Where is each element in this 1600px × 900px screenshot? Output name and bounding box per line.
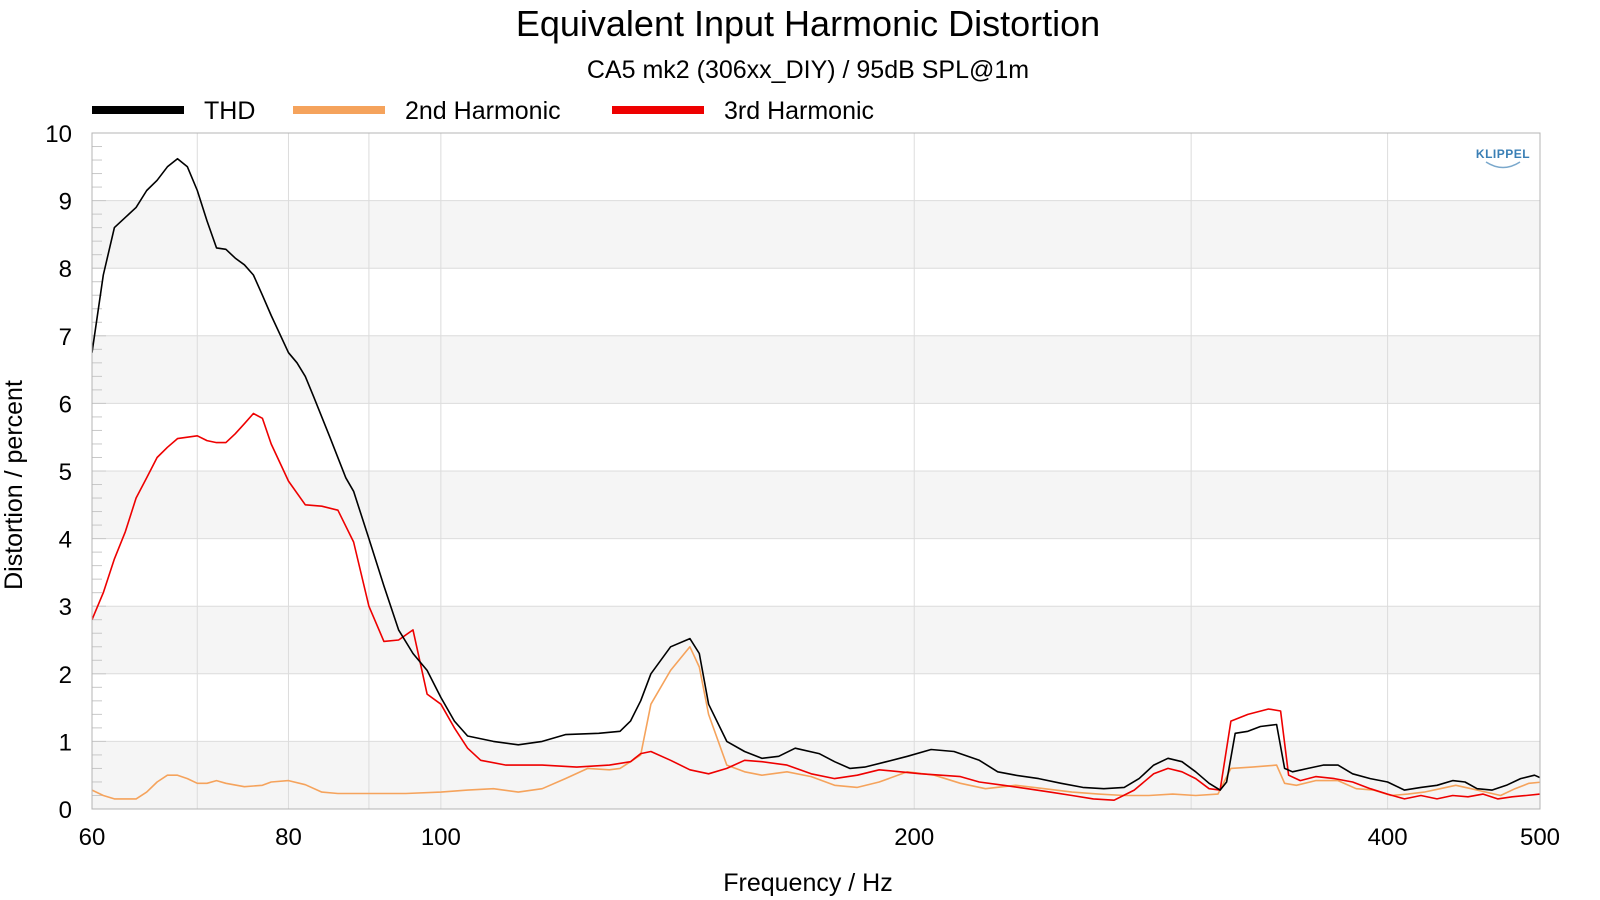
y-tick-label: 4 <box>59 527 72 554</box>
x-tick-label: 60 <box>79 824 106 851</box>
klippel-logo: KLIPPEL <box>1476 147 1530 169</box>
chart-title: Equivalent Input Harmonic Distortion <box>516 3 1100 44</box>
y-tick-label: 9 <box>59 189 72 216</box>
x-tick-label: 400 <box>1368 824 1408 851</box>
band-5 <box>92 403 1540 471</box>
series-line-thd <box>92 157 1540 791</box>
y-tick-label: 7 <box>59 324 72 351</box>
plot-frame <box>91 132 1541 810</box>
legend-label: 3rd Harmonic <box>724 97 874 125</box>
legend: THD 2nd Harmonic 3rd Harmonic <box>92 97 874 125</box>
band-6 <box>92 335 1540 404</box>
legend-label: 2nd Harmonic <box>405 97 561 125</box>
y-tick-label: 0 <box>59 797 72 824</box>
x-tick-label: 500 <box>1520 824 1560 851</box>
x-tick-label: 80 <box>275 824 302 851</box>
band-7 <box>92 268 1540 336</box>
x-axis-label: Frequency / Hz <box>723 869 893 897</box>
y-tick-label: 10 <box>45 121 72 148</box>
y-tick-label: 1 <box>59 729 72 756</box>
y-tick-label: 6 <box>59 391 72 418</box>
y-tick-label: 8 <box>59 256 72 283</box>
band-9 <box>92 133 1540 201</box>
chart-subtitle: CA5 mk2 (306xx_DIY) / 95dB SPL@1m <box>587 56 1029 84</box>
y-tick-label: 3 <box>59 594 72 621</box>
band-8 <box>92 200 1540 269</box>
band-3 <box>92 538 1540 607</box>
x-tick-labels: 60 80 100 200 400 500 <box>79 824 1560 851</box>
y-tick-labels: 0 1 2 3 4 5 6 7 8 9 10 <box>45 121 72 824</box>
series-lines <box>92 157 1540 801</box>
y-axis-label: Distortion / percent <box>0 380 28 590</box>
y-tick-label: 5 <box>59 459 72 486</box>
plot-background-bands <box>92 133 1540 809</box>
band-4 <box>92 471 1540 539</box>
logo-swoosh <box>1485 161 1521 169</box>
legend-label: THD <box>204 97 255 125</box>
y-tick-label: 2 <box>59 662 72 689</box>
logo-text: KLIPPEL <box>1476 147 1530 161</box>
series-line-3rd-harmonic <box>92 412 1540 801</box>
band-1 <box>92 673 1540 742</box>
x-tick-label: 200 <box>894 824 934 851</box>
band-2 <box>92 606 1540 674</box>
x-tick-label: 100 <box>421 824 461 851</box>
